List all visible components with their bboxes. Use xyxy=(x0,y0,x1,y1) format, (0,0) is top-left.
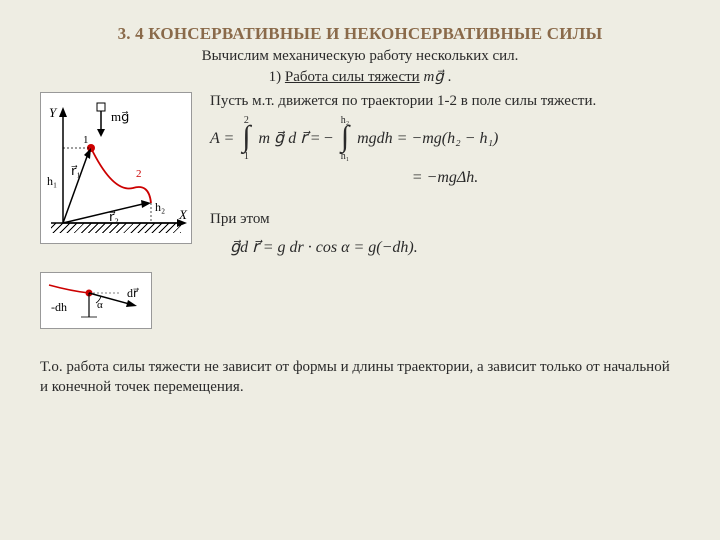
dr-label: dr⃗ xyxy=(127,286,139,300)
text-column: Пусть м.т. движется по траектории 1-2 в … xyxy=(200,92,680,271)
eq-2: = −mg(h₂ − h₁) xyxy=(397,130,499,147)
formula-line2: = −mgΔh. xyxy=(210,164,680,193)
intro-text: Вычислим механическую работу нескольких … xyxy=(40,48,680,65)
small-figure: dr⃗ -dh α xyxy=(40,272,152,329)
integral-2: h₂ ∫ h₁ xyxy=(341,122,349,157)
point-2-label: 2 xyxy=(136,168,142,180)
axis-x-label: X xyxy=(178,207,188,222)
integral-1: 2 ∫ 1 xyxy=(242,122,250,157)
mg-label: mg⃗ xyxy=(111,109,129,124)
h1-label: h₁ xyxy=(47,174,57,188)
point-1-label: 1 xyxy=(83,134,89,146)
eq-1: = − xyxy=(311,130,337,147)
pri-etom: При этом xyxy=(210,211,680,228)
item-1-mg: mg⃗ xyxy=(423,69,443,85)
item-1: 1) Работа силы тяжести mg⃗ . xyxy=(40,67,680,86)
integrand-1: m g⃗ d r⃗ xyxy=(259,130,307,147)
dh-label: -dh xyxy=(51,300,67,314)
item-1-prefix: 1) xyxy=(269,69,285,85)
h2-label: h₂ xyxy=(155,200,165,214)
item-1-suffix: . xyxy=(444,69,452,85)
conclusion: Т.о. работа силы тяжести не зависит от ф… xyxy=(40,357,680,398)
main-figure: Y X mg⃗ 1 2 r⃗₁ xyxy=(40,92,192,244)
paragraph-1: Пусть м.т. движется по траектории 1-2 в … xyxy=(210,92,680,112)
axis-y-label: Y xyxy=(49,105,58,120)
alpha-label: α xyxy=(97,299,103,311)
item-1-main: Работа силы тяжести xyxy=(285,69,420,85)
formula-2: g⃗d r⃗ = g dr · cos α = g(−dh). xyxy=(230,234,680,263)
section-title: 3. 4 КОНСЕРВАТИВНЫЕ И НЕКОНСЕРВАТИВНЫЕ С… xyxy=(40,24,680,44)
integrand-2: mgdh xyxy=(357,130,393,147)
formula-lhs: A = xyxy=(210,130,238,147)
main-formula: A = 2 ∫ 1 m g⃗ d r⃗ = − h₂ ∫ h₁ mgdh = −… xyxy=(210,122,680,194)
r1-label: r⃗₁ xyxy=(71,163,81,178)
figure-column: Y X mg⃗ 1 2 r⃗₁ xyxy=(40,92,200,329)
r2-label: r⃗₂ xyxy=(109,209,119,224)
